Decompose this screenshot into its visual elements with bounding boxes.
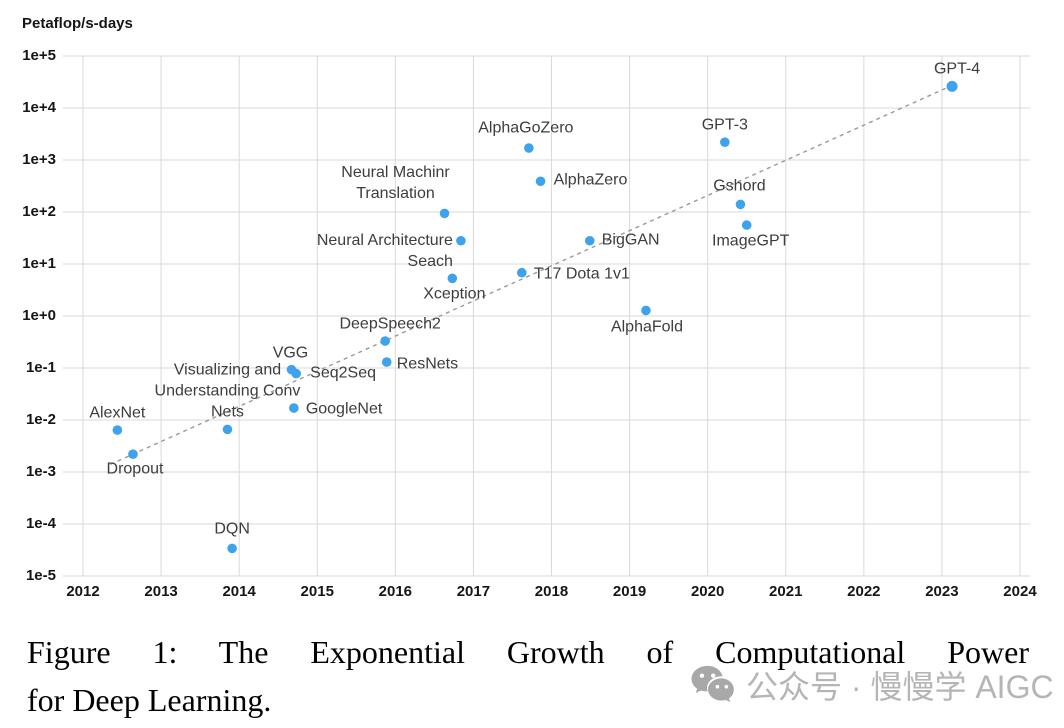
point-label: Neural Machinr Translation <box>341 164 450 203</box>
x-tick-label: 2022 <box>847 583 881 600</box>
point-label: AlexNet <box>89 404 146 422</box>
data-point <box>720 137 730 147</box>
point-label: AlphaZero <box>553 171 628 189</box>
point-label: AlphaGoZero <box>478 119 574 137</box>
data-point <box>289 403 299 413</box>
point-label: VGG <box>272 344 309 362</box>
point-label: AlphaFold <box>610 318 683 336</box>
data-point <box>735 199 746 210</box>
point-label: T17 Dota 1v1 <box>533 265 630 283</box>
y-tick-label: 1e+0 <box>22 307 56 324</box>
x-tick-label: 2019 <box>612 583 647 600</box>
y-tick-label: 1e+1 <box>22 255 56 272</box>
point-label: DeepSpeech2 <box>339 315 441 333</box>
y-tick-label: 1e+4 <box>22 99 56 116</box>
point-label: BigGAN <box>601 231 660 249</box>
data-point <box>222 424 233 435</box>
point-label: GoogleNet <box>305 400 383 418</box>
y-tick-label: 1e-3 <box>25 463 56 480</box>
x-tick-label: 2024 <box>1003 583 1037 600</box>
figure-caption-line2: for Deep Learning. <box>27 682 272 718</box>
y-tick-label: 1e+2 <box>22 203 56 220</box>
x-tick-label: 2017 <box>456 583 491 600</box>
point-label: ImageGPT <box>712 232 790 250</box>
data-point <box>227 543 237 554</box>
data-point <box>380 336 390 346</box>
x-tick-label: 2016 <box>378 583 413 600</box>
watermark: 公众号 · 慢慢学 AIGC <box>690 662 1054 708</box>
wechat-icon <box>691 665 734 703</box>
data-point <box>535 176 546 187</box>
data-point <box>447 273 458 284</box>
data-point <box>456 235 466 246</box>
x-tick-label: 2018 <box>534 583 569 600</box>
point-label: Seq2Seq <box>310 364 376 382</box>
data-point <box>741 220 752 230</box>
data-point <box>128 449 138 459</box>
data-point <box>291 368 301 379</box>
point-label: Dropout <box>106 460 164 478</box>
watermark-text: 公众号 · 慢慢学 AIGC <box>746 669 1054 705</box>
data-point <box>439 208 450 219</box>
x-tick-label: 2014 <box>222 583 256 600</box>
y-tick-label: 1e+3 <box>22 151 56 168</box>
data-point <box>584 235 595 246</box>
y-tick-label: 1e-1 <box>25 359 56 376</box>
point-label: Gshord <box>713 177 766 195</box>
x-tick-label: 2015 <box>300 583 334 600</box>
scatter-chart: Petaflop/s-days 1e+5 1e+4 1e+3 1e+2 1e+1 1e+0… <box>22 15 1037 600</box>
y-tick-label: 1e-4 <box>25 515 56 532</box>
x-tick-label: 2023 <box>925 583 959 600</box>
figure-caption: Figure 1: The Exponential Growth of Comp… <box>27 628 1029 724</box>
trend-line <box>110 87 947 466</box>
y-tick-label: 1e+5 <box>22 47 56 64</box>
y-tick-label: 1e-2 <box>25 411 56 428</box>
y-tick-label: 1e-5 <box>25 567 56 584</box>
data-point <box>517 267 527 278</box>
y-axis-title: Petaflop/s-days <box>22 15 133 32</box>
data-point <box>112 425 123 435</box>
chart-canvas <box>63 55 1030 577</box>
point-label: DQN <box>214 520 250 538</box>
x-tick-label: 2020 <box>690 583 725 600</box>
x-tick-label: 2021 <box>769 583 803 600</box>
point-label: Visualizing and Understanding Conv Nets <box>154 361 301 421</box>
data-point <box>524 143 534 153</box>
point-label: Neural Architecture Seach <box>316 231 453 270</box>
figure-caption-line1: Figure 1: The Exponential Growth of Comp… <box>27 634 1029 670</box>
point-label: GPT-3 <box>701 116 748 134</box>
point-label: GPT-4 <box>933 60 981 78</box>
x-tick-label: 2013 <box>144 583 178 600</box>
x-tick-label: 2012 <box>66 583 100 600</box>
data-point <box>641 305 651 316</box>
data-point <box>381 357 392 367</box>
point-label: Xception <box>423 285 486 303</box>
point-label: ResNets <box>396 355 459 373</box>
data-point <box>946 80 958 92</box>
